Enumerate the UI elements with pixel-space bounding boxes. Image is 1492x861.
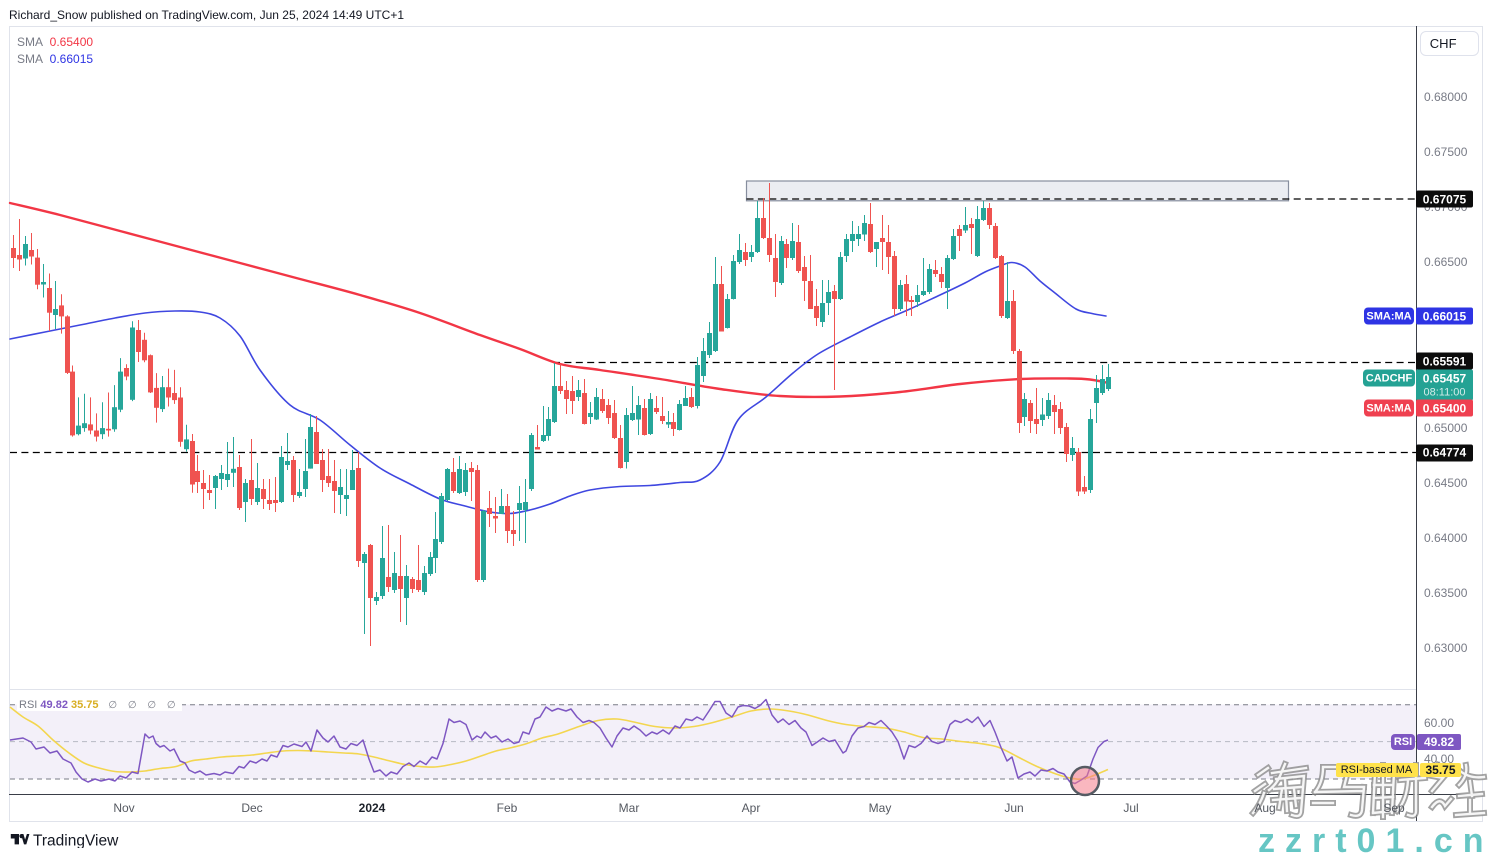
svg-text:TradingView: TradingView bbox=[33, 832, 119, 848]
